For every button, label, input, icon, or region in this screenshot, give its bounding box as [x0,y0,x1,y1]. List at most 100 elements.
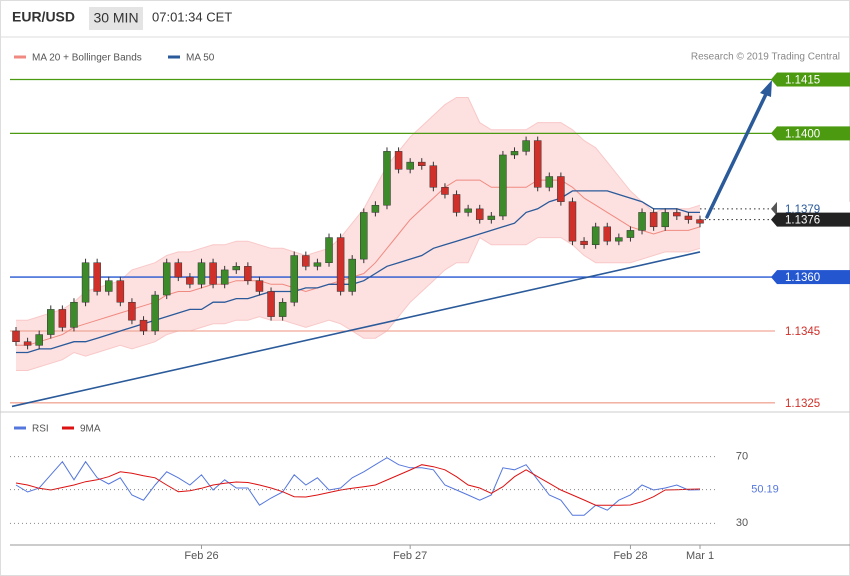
candle-body [464,208,472,213]
candle-body [313,262,322,267]
candle-body [336,237,345,292]
candle-body [58,309,67,328]
credit: Research © 2019 Trading Central [691,52,840,63]
candle-body [35,334,43,346]
mark-layer: 1.14151.14001.13791.13761.13601.13451.13… [10,53,850,562]
candle-body [371,204,380,213]
candle-body [139,319,148,332]
rsi-line [15,457,701,516]
x-tick-label: Feb 28 [613,550,647,562]
candle-body [360,212,368,260]
candle-body [499,154,507,217]
value-box [740,482,790,497]
candle-body [232,266,241,271]
candle-body [128,301,136,321]
candle-body [70,301,78,328]
symbol: EUR/USD [12,9,75,25]
rsi-line [15,464,701,506]
candle-body [638,212,646,231]
candle-body [290,255,298,303]
candle-body [186,276,194,285]
bollinger-lower [16,236,701,371]
candle-body [220,269,229,285]
projection-arrow [705,90,769,219]
candle-body [487,215,496,220]
x-tick-label: Mar 1 [686,550,714,562]
candle-body [615,237,623,242]
level-label: 1.1325 [785,398,820,410]
candle-body [510,151,519,156]
level-label: 1.1400 [785,128,820,140]
level-label-notch [771,126,777,141]
level-label-notch [771,212,777,227]
legend-label: 9MA [80,424,101,435]
level-label-notch [771,72,777,87]
band-layer [16,97,701,371]
level-label: 1.1376 [785,215,820,227]
candle-body [255,280,264,292]
candle-body [603,226,612,242]
legend-label: MA 20 + Bollinger Bands [32,53,142,64]
trend-line [11,251,701,408]
candle-body [23,341,32,346]
candle-body [557,176,565,202]
bollinger-band [16,97,700,371]
candle-body [522,140,530,152]
level-label: 1.1415 [785,75,820,87]
candle-body [568,201,577,242]
candle-body [696,219,704,224]
candle-body [93,262,101,292]
candle-body [174,262,183,278]
level-label: 1.1360 [785,272,820,284]
candle-body [12,330,20,342]
x-tick-label: Feb 27 [393,550,427,562]
candle-body [591,226,600,246]
candle-body [429,165,438,188]
candle-body [278,301,287,317]
candle-body [302,255,310,267]
y-tick-label: 70 [736,451,748,463]
level-label-box [777,212,850,227]
level-label-notch [771,270,777,285]
candle-body [673,212,681,217]
level-label-notch [771,201,777,216]
level-label: 1.1345 [785,326,820,338]
candle-body [325,237,333,263]
candle-body [104,280,113,292]
candle-body [418,161,426,166]
bollinger-upper [16,97,701,321]
candle-body [151,294,159,332]
level-label-box [777,270,850,285]
level-label-box [777,201,850,216]
level-label-box [777,126,850,141]
legend-label: MA 50 [186,53,215,64]
candle-body [580,240,588,246]
candle-body [162,262,171,296]
candle-body [197,262,206,285]
ma-line [16,190,700,354]
y-tick-label: 30 [736,517,748,529]
candle-body [649,212,658,228]
candle-body [244,266,252,281]
candle-body [116,280,125,303]
legend-label: RSI [32,424,49,435]
candle-body [383,151,391,206]
candle-body [533,140,542,188]
candle-body [406,161,414,170]
candle-body [81,262,90,303]
candle-body [394,151,403,170]
candle-body [661,212,669,228]
candle-body [684,215,693,220]
candle-body [545,176,554,188]
candle-body [267,291,275,317]
candle-body [209,262,217,285]
candle-body [452,194,461,213]
candle-body [626,230,635,238]
value-label: 50.19 [751,484,779,496]
interval: 30 MIN [93,10,138,26]
time: 07:01:34 CET [152,9,232,24]
x-tick-label: Feb 26 [184,550,218,562]
candle-body [47,309,55,335]
